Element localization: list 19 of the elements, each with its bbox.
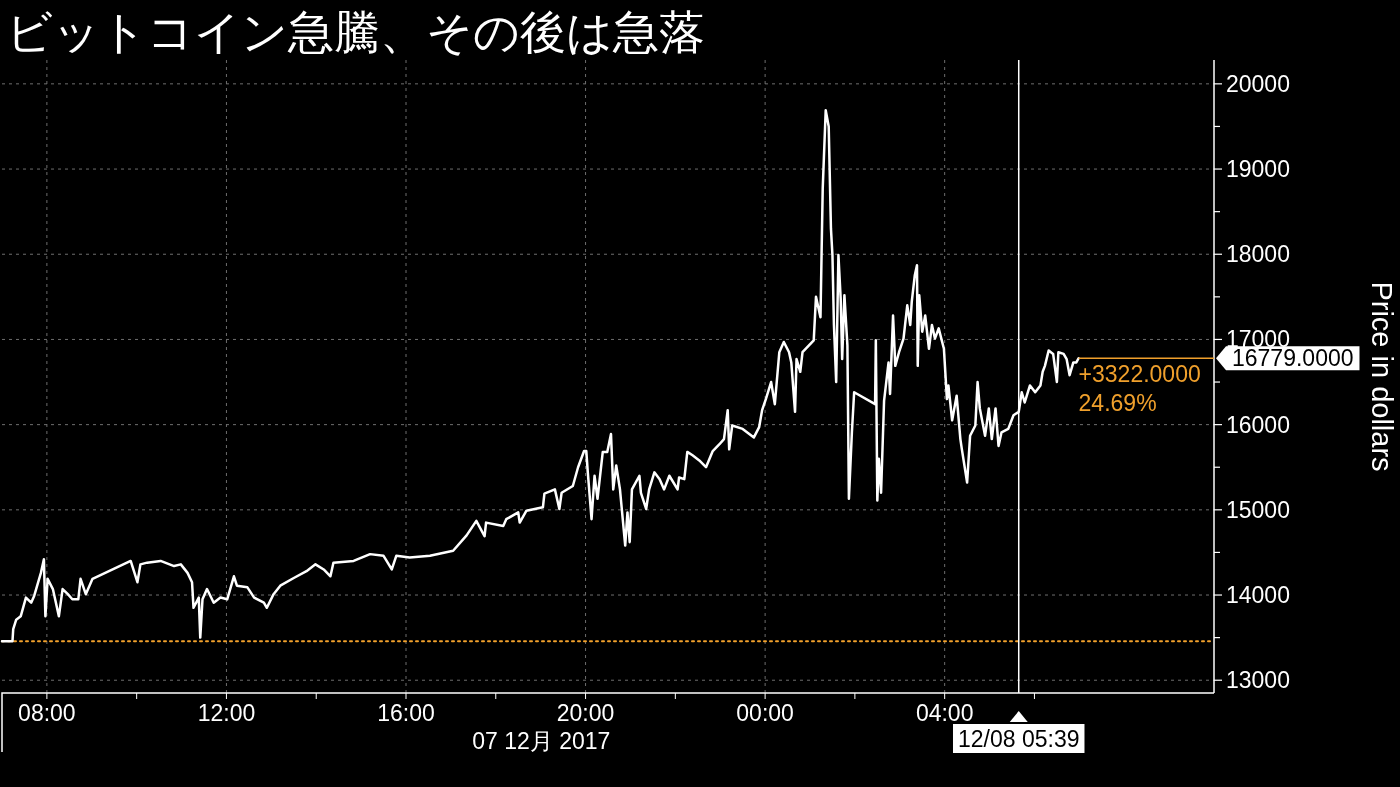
- y-tick-label: 18000: [1226, 241, 1290, 268]
- y-tick-label: 15000: [1226, 496, 1290, 523]
- x-tick-label: 12:00: [197, 700, 256, 726]
- x-tick-label: 00:00: [736, 700, 794, 726]
- y-tick-label: 20000: [1226, 70, 1290, 97]
- chart-title: ビットコイン急騰、その後は急落: [6, 6, 705, 58]
- x-tick-label: 16:00: [377, 700, 435, 726]
- y-tick-label: 16000: [1226, 411, 1290, 438]
- ref-line-label: 12/08 05:39: [957, 726, 1080, 752]
- y-axis-title: Price in dollars: [1366, 281, 1398, 472]
- y-tick-label: 14000: [1226, 582, 1290, 609]
- x-tick-label: 04:00: [915, 700, 974, 726]
- y-tick-label: 13000: [1226, 667, 1290, 694]
- annotation: 24.69%: [1078, 390, 1157, 417]
- x-axis-title: 07 12月 2017: [472, 728, 611, 754]
- x-tick-label: 08:00: [18, 700, 76, 726]
- y-tick-label: 19000: [1226, 156, 1290, 183]
- annotation: +3322.0000: [1078, 361, 1201, 388]
- x-tick-label: 20:00: [556, 700, 615, 726]
